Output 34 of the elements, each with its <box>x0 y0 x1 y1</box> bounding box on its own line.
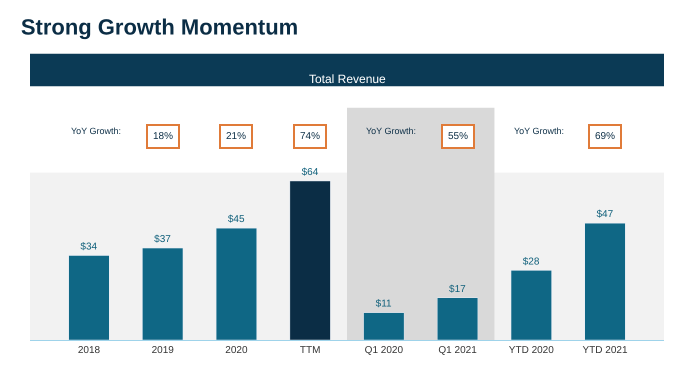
text: 69% <box>595 131 616 142</box>
data-label: $47 <box>596 209 614 220</box>
text: 21% <box>226 131 246 142</box>
chart-subtitle: Total Revenue <box>309 72 386 86</box>
bar <box>437 298 478 340</box>
x-tick-label: 2019 <box>152 345 174 356</box>
bar <box>584 222 626 340</box>
bar <box>363 312 404 340</box>
x-tick-label: YTD 2021 <box>582 345 628 356</box>
data-label: $37 <box>154 234 172 246</box>
text: 74% <box>300 131 320 142</box>
text: YoY Growth: <box>514 126 564 136</box>
x-tick-label: YTD 2020 <box>508 345 554 356</box>
x-tick-label: Q1 2020 <box>364 345 404 356</box>
text: YoY Growth: <box>71 126 122 136</box>
x-tick-label: Q1 2021 <box>438 345 478 356</box>
data-label: $64 <box>302 166 319 178</box>
chart-title: Strong Growth Momentum <box>20 14 298 40</box>
x-tick-label: 2018 <box>78 345 101 356</box>
data-label: $45 <box>228 214 245 226</box>
bar <box>216 228 257 340</box>
bar <box>290 180 331 340</box>
data-label: $11 <box>376 298 392 310</box>
x-tick-label: TTM <box>300 345 320 356</box>
data-label: $28 <box>522 256 540 268</box>
bar <box>68 255 110 340</box>
text: 18% <box>153 131 174 142</box>
bar <box>510 270 552 340</box>
bar <box>142 248 184 340</box>
data-label: $34 <box>80 242 98 253</box>
text: YoY Growth: <box>366 126 416 136</box>
x-tick-label: 2020 <box>225 345 248 356</box>
text: 55% <box>448 131 468 142</box>
data-label: $17 <box>449 284 466 295</box>
